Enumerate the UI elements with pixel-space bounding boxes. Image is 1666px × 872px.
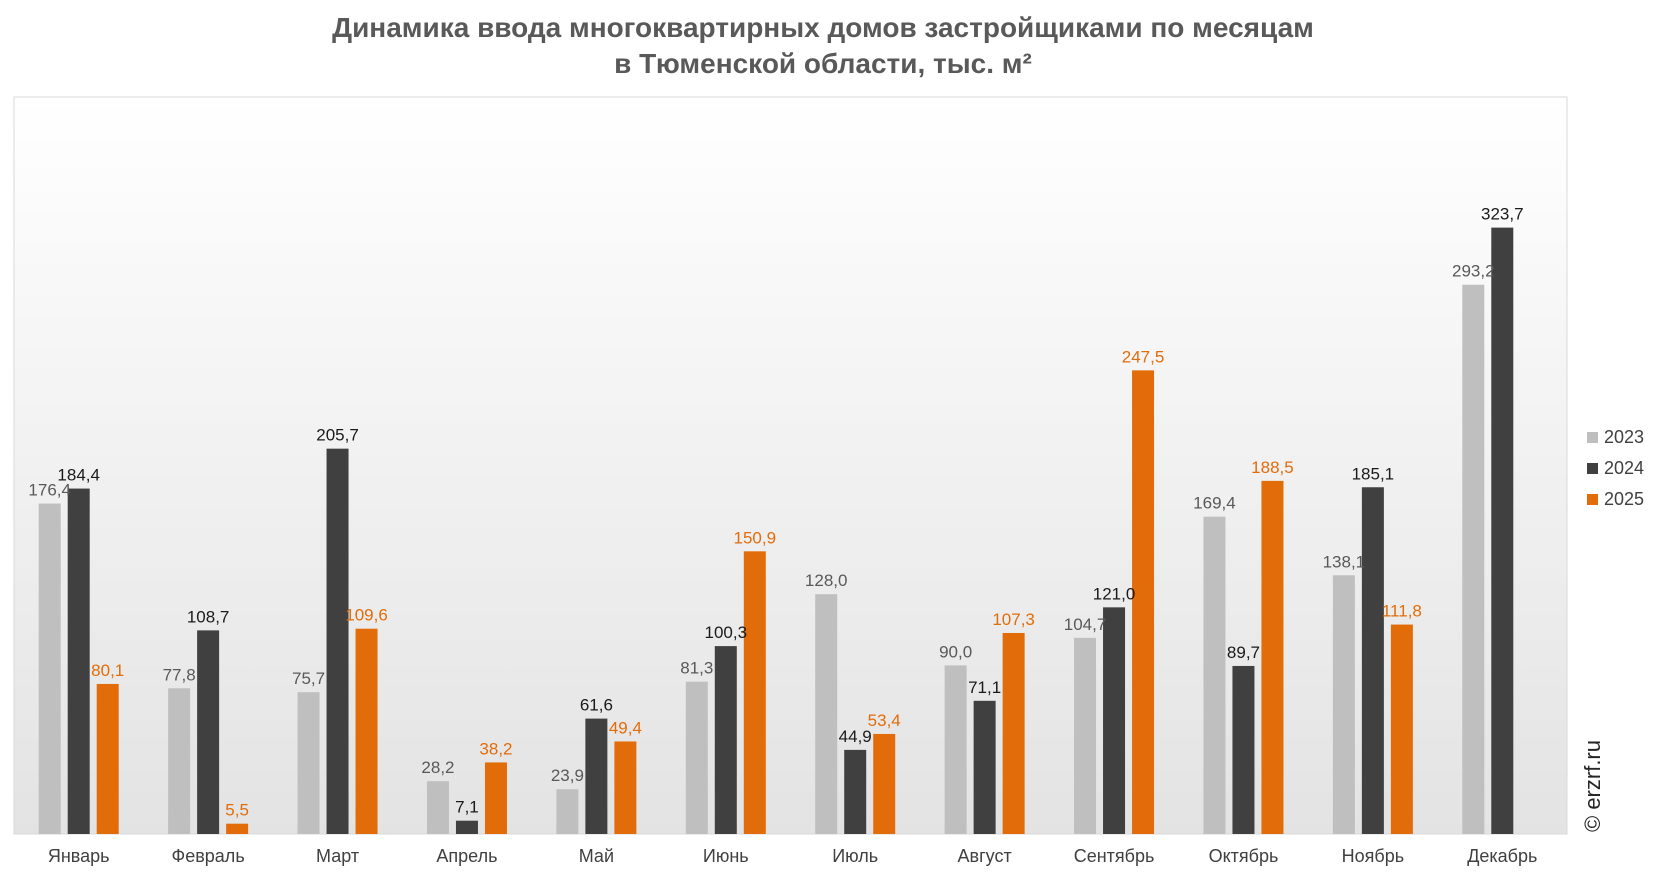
data-label-2024: 323,7 (1481, 205, 1524, 224)
bar-2023 (1462, 284, 1485, 835)
data-label-2025: 188,5 (1251, 458, 1294, 477)
category-label: Май (579, 846, 614, 866)
category-label: Март (316, 846, 359, 866)
bar-2025 (614, 741, 637, 834)
legend-label-2023: 2023 (1604, 427, 1644, 447)
bar-2023 (1074, 637, 1097, 834)
data-label-2024: 185,1 (1352, 464, 1395, 483)
legend-swatch-2025 (1587, 494, 1598, 505)
category-label: Сентябрь (1074, 846, 1155, 866)
bar-2024 (1491, 227, 1514, 834)
data-label-2023: 128,0 (805, 571, 848, 590)
bar-2025 (743, 551, 766, 834)
category-label: Октябрь (1209, 846, 1279, 866)
data-label-2025: 5,5 (225, 801, 249, 820)
bar-2023 (297, 692, 320, 834)
data-label-2024: 7,1 (455, 798, 479, 817)
data-label-2023: 169,4 (1193, 494, 1236, 513)
data-label-2024: 100,3 (705, 623, 748, 642)
category-label: Август (958, 846, 1012, 866)
data-label-2023: 104,7 (1064, 615, 1107, 634)
bar-2025 (484, 762, 507, 834)
data-label-2023: 75,7 (292, 669, 325, 688)
bar-2023 (168, 688, 191, 834)
category-labels-group: Январь Февраль Март Апрель Май Июнь Июль Август… (48, 846, 1538, 866)
data-label-2025: 49,4 (609, 718, 642, 737)
data-label-2024: 121,0 (1093, 584, 1136, 603)
data-label-2023: 138,1 (1323, 552, 1366, 571)
bar-2025 (873, 733, 896, 834)
data-label-2024: 108,7 (187, 607, 230, 626)
data-label-2024: 71,1 (968, 678, 1001, 697)
data-label-2023: 28,2 (421, 758, 454, 777)
data-label-2024: 205,7 (316, 426, 359, 445)
bar-2024 (585, 718, 608, 834)
bar-2023 (556, 789, 579, 834)
bar-2025 (1261, 480, 1284, 834)
data-label-2024: 44,9 (839, 727, 872, 746)
bar-2025 (226, 823, 249, 834)
legend-swatch-2024 (1587, 463, 1598, 474)
bar-2023 (944, 665, 967, 834)
bar-2024 (1232, 665, 1255, 834)
category-label: Июль (832, 846, 878, 866)
data-label-2025: 38,2 (479, 739, 512, 758)
category-label: Февраль (172, 846, 245, 866)
bar-2023 (1332, 575, 1355, 834)
bar-2023 (426, 781, 449, 834)
bar-2023 (38, 503, 61, 834)
bar-2025 (1390, 624, 1413, 834)
bar-2024 (1361, 487, 1384, 834)
data-label-2023: 81,3 (680, 659, 713, 678)
data-label-2025: 107,3 (992, 610, 1035, 629)
chart-title-line-2: в Тюменской области, тыс. м² (614, 48, 1032, 79)
bar-2024 (67, 488, 90, 834)
watermark-text: © erzrf.ru (1580, 740, 1605, 832)
data-label-2025: 53,4 (868, 711, 901, 730)
bar-2023 (815, 594, 838, 834)
legend-label-2024: 2024 (1604, 458, 1644, 478)
category-label: Январь (48, 846, 110, 866)
bars-group (38, 227, 1514, 835)
bar-2024 (455, 820, 478, 834)
data-label-2025: 150,9 (734, 528, 777, 547)
bar-2025 (1002, 632, 1025, 834)
bar-2024 (973, 700, 996, 834)
legend: 2023 2024 2025 (1587, 427, 1644, 509)
legend-label-2025: 2025 (1604, 489, 1644, 509)
data-label-2023: 90,0 (939, 642, 972, 661)
data-label-2024: 184,4 (57, 466, 100, 485)
data-label-2025: 80,1 (91, 661, 124, 680)
bar-2024 (1103, 607, 1126, 834)
data-label-2025: 109,6 (345, 606, 388, 625)
plot-area (13, 96, 1568, 835)
data-label-2024: 61,6 (580, 696, 613, 715)
bar-2023 (1203, 516, 1226, 834)
data-label-2023: 77,8 (163, 665, 196, 684)
bar-2024 (844, 749, 867, 834)
data-label-2024: 89,7 (1227, 643, 1260, 662)
bar-2024 (714, 646, 737, 834)
category-label: Апрель (436, 846, 497, 866)
bar-2025 (355, 628, 378, 834)
category-label: Декабрь (1467, 846, 1537, 866)
bar-2025 (96, 683, 119, 834)
data-label-2023: 176,4 (28, 481, 71, 500)
data-label-2023: 23,9 (551, 766, 584, 785)
data-label-2025: 247,5 (1122, 347, 1165, 366)
category-label: Июнь (703, 846, 749, 866)
bar-2024 (326, 448, 349, 834)
bar-2025 (1132, 370, 1155, 834)
data-label-2025: 111,8 (1382, 602, 1422, 621)
category-label: Ноябрь (1342, 846, 1404, 866)
bar-2024 (197, 630, 220, 834)
data-label-2023: 293,2 (1452, 262, 1495, 281)
legend-swatch-2023 (1587, 432, 1598, 443)
chart-title-line-1: Динамика ввода многоквартирных домов зас… (332, 12, 1314, 43)
bar-2023 (685, 681, 708, 834)
